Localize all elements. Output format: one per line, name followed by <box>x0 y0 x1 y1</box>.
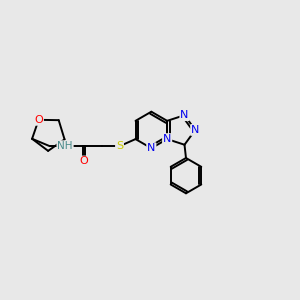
Text: N: N <box>180 110 189 120</box>
Text: NH: NH <box>57 141 73 151</box>
Text: O: O <box>80 157 88 166</box>
Text: N: N <box>191 125 200 135</box>
Text: N: N <box>163 134 171 144</box>
Text: O: O <box>34 115 43 125</box>
Text: S: S <box>116 141 123 151</box>
Text: N: N <box>147 143 155 153</box>
